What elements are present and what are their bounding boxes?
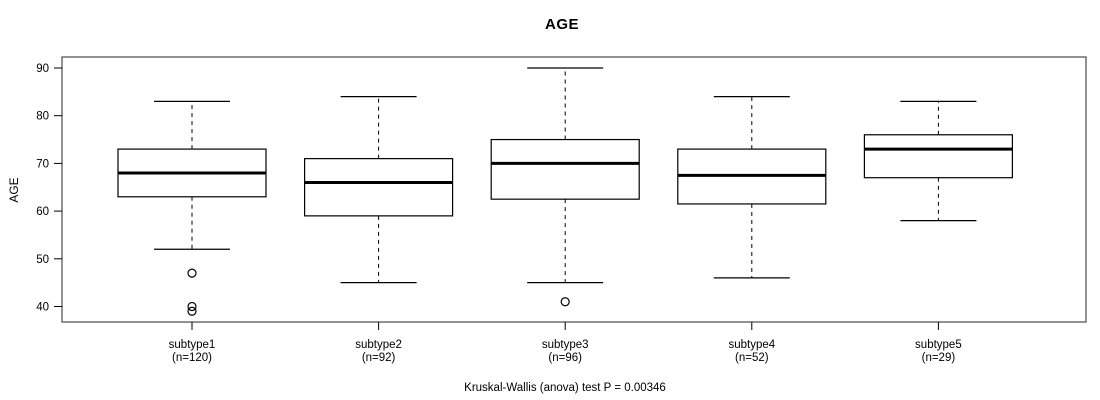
- y-tick-label: 40: [36, 302, 49, 314]
- iqr-box: [304, 158, 454, 217]
- box-group-subtype5: [863, 100, 1014, 330]
- chart-title: AGE: [544, 16, 579, 33]
- box-group-subtype3: [490, 67, 640, 330]
- stat-test-annotation: Kruskal-Wallis (anova) test P = 0.00346: [464, 382, 666, 394]
- y-tick-label: 50: [36, 254, 49, 266]
- x-category-count: (n=92): [361, 352, 396, 364]
- x-category-label-subtype2: subtype2 (n=92): [289, 339, 469, 365]
- x-category-label-subtype1: subtype1 (n=120): [102, 339, 282, 365]
- x-category-label-subtype5: subtype5 (n=29): [848, 339, 1028, 365]
- x-category-count: (n=96): [548, 352, 582, 364]
- y-tick-label: 60: [36, 206, 49, 218]
- x-category-name: subtype2: [355, 339, 402, 351]
- box-group-subtype2: [304, 96, 454, 330]
- x-category-name: subtype3: [541, 339, 589, 351]
- outlier-point: [187, 301, 197, 312]
- y-tick-label: 70: [36, 158, 49, 170]
- box-group-subtype4: [677, 96, 827, 330]
- x-category-count: (n=29): [921, 352, 956, 364]
- x-category-label-subtype3: subtype3 (n=96): [475, 339, 655, 365]
- iqr-box: [863, 134, 1014, 179]
- iqr-box: [490, 138, 640, 200]
- x-category-count: (n=52): [735, 352, 769, 364]
- x-category-name: subtype5: [915, 339, 962, 351]
- x-category-count: (n=120): [172, 352, 212, 364]
- outlier-point: [560, 297, 570, 307]
- y-tick-label: 80: [36, 111, 49, 123]
- x-category-name: subtype4: [728, 339, 776, 351]
- box-group-subtype1: [117, 100, 267, 330]
- x-category-label-subtype4: subtype4 (n=52): [662, 339, 842, 365]
- outlier-point: [187, 306, 197, 316]
- plot-border: [61, 56, 1087, 323]
- y-tick-label: 90: [36, 63, 49, 75]
- x-category-name: subtype1: [168, 339, 216, 351]
- outlier-point: [187, 268, 197, 278]
